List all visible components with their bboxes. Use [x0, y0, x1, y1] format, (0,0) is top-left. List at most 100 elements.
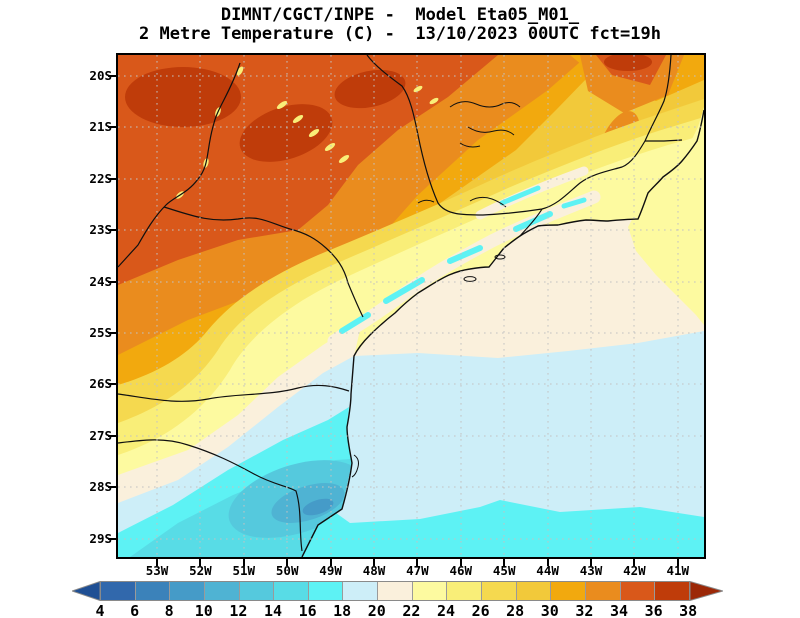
state-borders [118, 55, 683, 552]
cold-strip-cyan [561, 197, 587, 209]
lon-tick [242, 559, 245, 566]
colorbar-segment [101, 582, 136, 600]
river-reservoir [276, 101, 288, 109]
colorbar-segment [170, 582, 205, 600]
river-reservoir [236, 66, 244, 76]
lat-tick [108, 332, 116, 334]
river-reservoir [338, 155, 350, 163]
colorbar-value: 30 [540, 602, 559, 618]
border-sc-rs [118, 439, 303, 552]
temp-hotspot-36-38 [239, 104, 333, 162]
lon-tick [373, 559, 375, 566]
island-outline [494, 254, 506, 260]
sea-band-22-24-ne [628, 107, 704, 325]
lon-tick [459, 559, 462, 566]
colorbar-value: 38 [679, 602, 698, 618]
colorbar-labels: 4 6 8 10 12 14 16 18 20 22 24 26 28 30 32 34 36 38 [72, 602, 723, 618]
colorbar-segment [655, 582, 689, 600]
colorbar-value: 26 [471, 602, 490, 618]
lat-tick [108, 383, 116, 386]
sea-band-18-20 [302, 331, 704, 557]
colorbar-value: 36 [644, 602, 663, 618]
lon-tick [503, 559, 506, 566]
title-line-1: DIMNT/CGCT/INPE - Model Eta05_M01_ [220, 5, 580, 25]
cold-strip-cyan [383, 277, 425, 304]
lon-tick [546, 559, 549, 566]
lat-label: 22S [89, 170, 112, 186]
lon-tick [676, 559, 679, 566]
sea-temperature-bands [302, 107, 704, 557]
lat-label: 21S [89, 119, 112, 135]
colorbar-segment [135, 582, 171, 600]
lon-label: 43W [579, 563, 603, 578]
border-parana-river [118, 62, 241, 268]
temperature-field-map [118, 55, 704, 557]
colorbar-segment [343, 582, 379, 600]
lat-label: 29S [89, 530, 112, 546]
lon-tick [590, 559, 592, 566]
border-sp-rj [519, 208, 543, 237]
colorbar-value: 10 [194, 602, 213, 618]
lat-label: 24S [89, 273, 112, 289]
border-sp-pr [163, 206, 364, 318]
lon-tick [416, 559, 419, 566]
colorbar-value: 18 [333, 602, 352, 618]
lat-tick [108, 537, 116, 540]
lon-label: 46W [449, 563, 473, 578]
colorbar-segment [551, 582, 586, 600]
colorbar-underflow-arrow [72, 581, 100, 601]
lat-label: 27S [89, 427, 112, 443]
colorbar-segment [204, 582, 240, 600]
lat-tick [108, 75, 116, 77]
colorbar-segment [620, 582, 656, 600]
lat-label: 26S [89, 376, 112, 392]
border-pr-sc [118, 384, 350, 402]
colorbar-segment [447, 582, 483, 600]
temp-hotspot-36-38 [334, 69, 406, 109]
river-reservoir [429, 97, 439, 105]
temp-coldcore-10-12 [271, 483, 345, 523]
lake-outline [459, 142, 481, 148]
river-reservoir [308, 129, 320, 137]
colorbar-segments [100, 581, 690, 601]
colorbar-value: 34 [609, 602, 629, 618]
colorbar-segment [482, 582, 517, 600]
colorbar-value: 4 [95, 602, 105, 618]
lat-tick [108, 126, 116, 129]
lon-label: 51W [232, 563, 256, 578]
lat-label: 28S [89, 479, 112, 495]
lon-label: 47W [406, 563, 429, 578]
lat-tick [108, 486, 116, 489]
colorbar-segment [274, 582, 309, 600]
border-rj-es [645, 139, 683, 142]
colorbar-value: 6 [130, 602, 140, 618]
lon-label: 45W [492, 563, 516, 578]
cold-strip-cyan [447, 245, 483, 264]
river-reservoir [324, 143, 336, 151]
colorbar: 4 6 8 10 12 14 16 18 20 22 24 26 28 30 32 34 36 38 [72, 581, 723, 618]
lat-tick [108, 229, 116, 232]
colorbar-segment [585, 582, 621, 600]
lat-label: 25S [89, 325, 112, 340]
lon-tick [199, 559, 202, 566]
lon-label: 44W [536, 563, 559, 578]
temp-coldcore-8-10 [302, 498, 334, 516]
lon-label: 48W [362, 563, 386, 578]
lon-label: 49W [319, 563, 342, 578]
colorbar-value: 20 [367, 602, 386, 618]
island-outline [463, 276, 477, 282]
colorbar-value: 24 [436, 602, 456, 618]
colorbar-value: 14 [263, 602, 283, 618]
cold-strip-cyan [339, 312, 371, 334]
river-reservoir [292, 115, 304, 123]
temp-hotspot-36-38 [125, 67, 241, 127]
island-outline [351, 454, 359, 478]
cold-strip-cyan [499, 185, 541, 206]
lon-label: 52W [189, 563, 212, 578]
lat-label: 20S [89, 68, 112, 83]
lat-tick [108, 280, 116, 283]
colorbar-segment [308, 582, 344, 600]
colorbar-value: 16 [298, 602, 317, 618]
colorbar-value: 28 [506, 602, 525, 618]
